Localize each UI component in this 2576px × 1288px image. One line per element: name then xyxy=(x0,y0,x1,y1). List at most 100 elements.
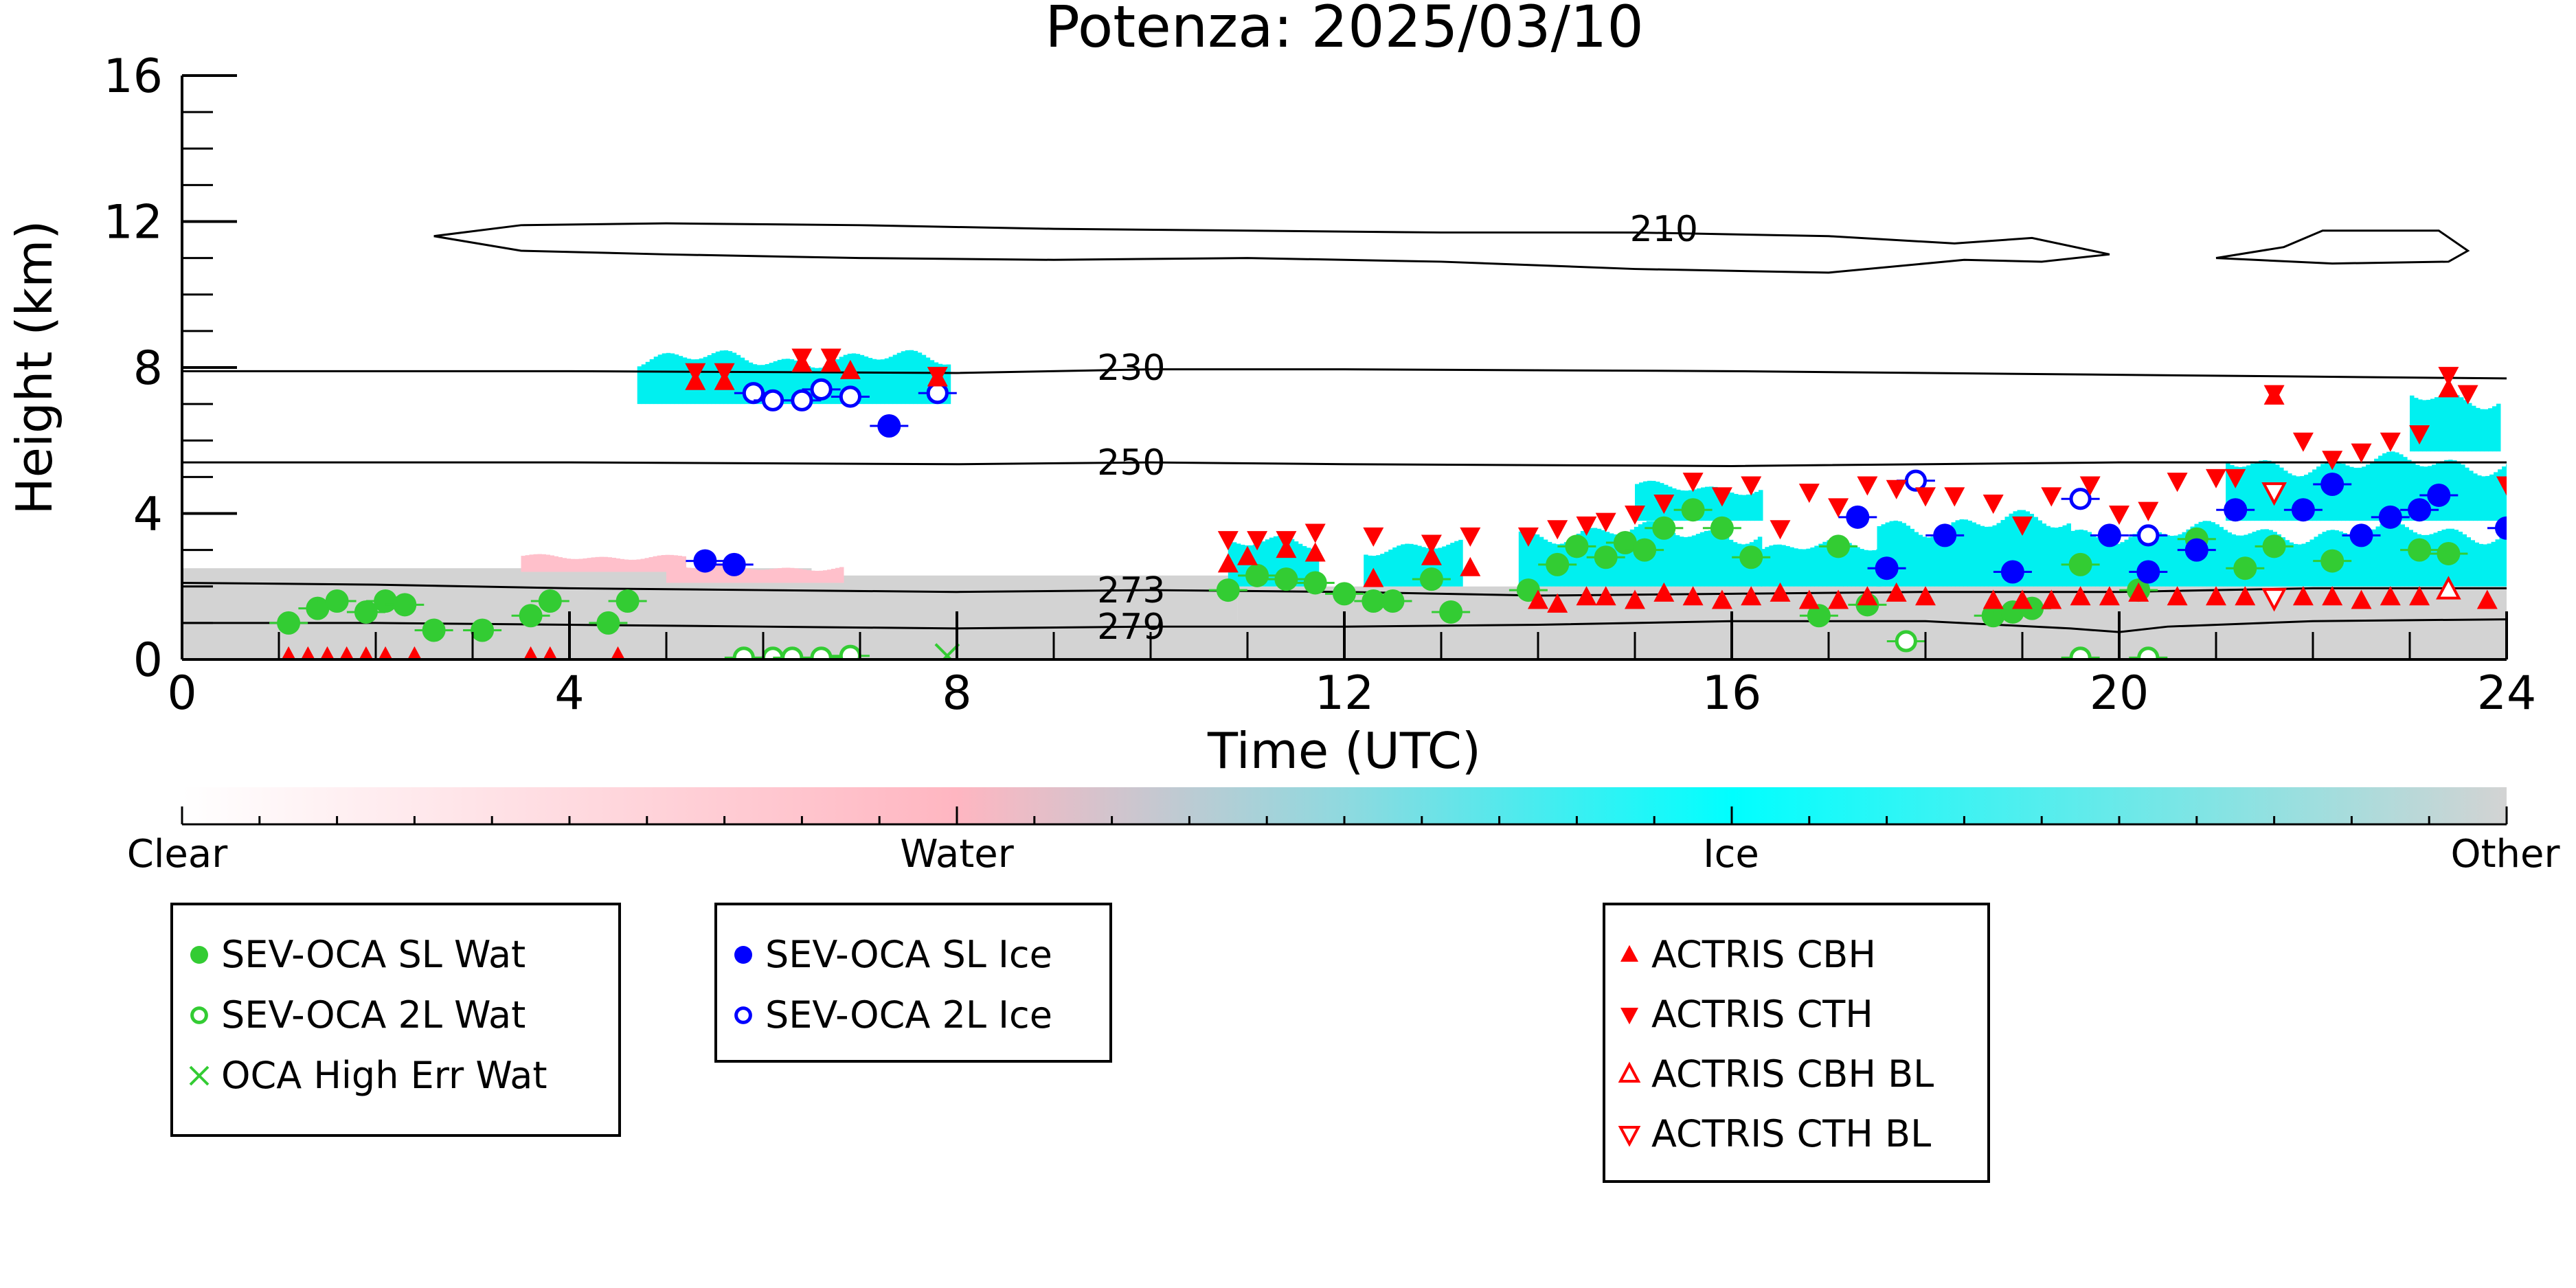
data-point xyxy=(1770,582,1791,602)
ice-region-strip xyxy=(2395,452,2399,521)
water-region-strip xyxy=(681,556,686,572)
data-point xyxy=(374,589,398,613)
data-point xyxy=(393,593,417,617)
ice-region-strip xyxy=(2495,539,2500,587)
ice-region-strip xyxy=(1992,525,1997,587)
series-sev-oca-sl-ice xyxy=(686,414,2507,584)
ice-region-strip xyxy=(921,354,927,405)
ice-region-strip xyxy=(1864,550,1868,587)
data-point xyxy=(1886,479,1907,499)
data-point xyxy=(2000,560,2024,584)
ice-region-strip xyxy=(917,352,923,405)
ice-region-strip xyxy=(1310,548,1315,587)
data-point xyxy=(2167,586,2188,606)
ice-region-strip xyxy=(1734,494,1739,521)
ice-region-strip xyxy=(2477,475,2482,521)
data-point xyxy=(339,646,354,659)
data-point xyxy=(2322,586,2343,606)
data-point xyxy=(810,646,833,659)
ice-region-strip xyxy=(1716,532,1721,587)
data-point xyxy=(2137,524,2160,547)
ice-region-strip xyxy=(1302,545,1307,587)
ice-region-strip xyxy=(2452,460,2457,521)
ice-region-strip xyxy=(1314,549,1320,587)
water-region-strip xyxy=(757,569,762,583)
contour-line-1 xyxy=(2215,229,2470,265)
water-region-strip xyxy=(741,567,745,583)
ice-region-strip xyxy=(2173,535,2178,587)
data-point xyxy=(1886,582,1907,602)
ice-region-strip xyxy=(773,361,778,405)
data-point xyxy=(2437,541,2461,565)
water-region-strip xyxy=(691,567,696,583)
ice-region-strip xyxy=(2502,466,2507,521)
colorbar-label-clear: Clear xyxy=(127,832,228,877)
ice-region-strip xyxy=(2473,473,2478,521)
legend-label: SEV-OCA SL Ice xyxy=(765,933,1052,976)
ice-region-strip xyxy=(863,356,869,405)
data-point xyxy=(2351,589,2372,609)
ice-region-strip xyxy=(645,361,651,405)
ice-region-strip xyxy=(2382,453,2387,521)
y-tick-label: 12 xyxy=(103,196,163,250)
ice-region-strip xyxy=(1901,523,1906,587)
ice-region-strip xyxy=(1277,535,1283,587)
water-region-strip xyxy=(675,566,679,583)
ice-region-strip xyxy=(1769,545,1774,587)
legend-marker-stroke xyxy=(189,1065,210,1086)
water-region-strip xyxy=(632,559,637,572)
ice-region-strip xyxy=(1897,521,1902,587)
data-point xyxy=(2438,378,2459,398)
ice-region-strip xyxy=(2050,527,2055,587)
ice-region-strip xyxy=(1695,534,1701,587)
data-point xyxy=(1944,487,1965,507)
data-point xyxy=(839,644,861,659)
data-point xyxy=(2041,487,2062,507)
ice-region-strip xyxy=(1802,549,1807,587)
ice-region-strip xyxy=(2312,469,2317,521)
ice-region-strip xyxy=(789,359,795,405)
ice-region-strip xyxy=(2355,536,2360,587)
series-sev-oca-2l-wat xyxy=(724,630,2168,659)
series-sev-oca-2l-ice xyxy=(734,378,2168,547)
data-point xyxy=(325,589,349,613)
data-point xyxy=(2408,498,2432,522)
water-region-strip xyxy=(628,559,633,572)
ice-region-strip xyxy=(2404,527,2409,587)
ice-region-strip xyxy=(2178,534,2182,587)
water-region-strip xyxy=(778,567,782,583)
ice-region-strip xyxy=(1306,547,1311,587)
ice-region-strip xyxy=(1442,546,1447,587)
data-point xyxy=(762,389,784,411)
ice-region-strip xyxy=(1388,550,1393,587)
x-tick-label: 12 xyxy=(1315,666,1375,721)
ice-region-strip xyxy=(1438,547,1443,587)
data-point xyxy=(1460,527,1481,547)
legend-marker xyxy=(734,946,752,964)
data-point xyxy=(2206,586,2226,606)
data-point xyxy=(685,363,706,383)
ice-region-strip xyxy=(2366,464,2371,521)
ice-region-strip xyxy=(1625,532,1631,587)
ice-region-strip xyxy=(1818,543,1823,587)
water-region-strip xyxy=(765,569,770,583)
legend-actris: ACTRIS CBH ACTRIS CTH ACTRIS CBH BL ACTRIS … xyxy=(1603,903,1990,1183)
ice-region-strip xyxy=(2227,532,2232,587)
water-region-strip xyxy=(811,570,815,583)
ice-region-strip xyxy=(1922,536,1927,587)
data-point xyxy=(2436,576,2461,600)
ice-region-strip xyxy=(2480,409,2485,452)
ice-region-strip xyxy=(1530,532,1536,587)
ice-region-strip xyxy=(2367,532,2372,587)
ice-region-strip xyxy=(835,359,840,405)
water-region-strip xyxy=(695,567,700,583)
legend-label: ACTRIS CTH BL xyxy=(1651,1112,1931,1155)
x-axis-label: Time (UTC) xyxy=(1207,722,1481,780)
ice-region-strip xyxy=(1761,549,1765,587)
ice-region-strip xyxy=(802,364,807,405)
ice-region-strip xyxy=(909,350,914,405)
ice-region-strip xyxy=(2145,529,2149,587)
ice-region-strip xyxy=(1926,537,1931,587)
ice-region-strip xyxy=(1955,520,1960,587)
ice-region-strip xyxy=(2459,397,2464,452)
